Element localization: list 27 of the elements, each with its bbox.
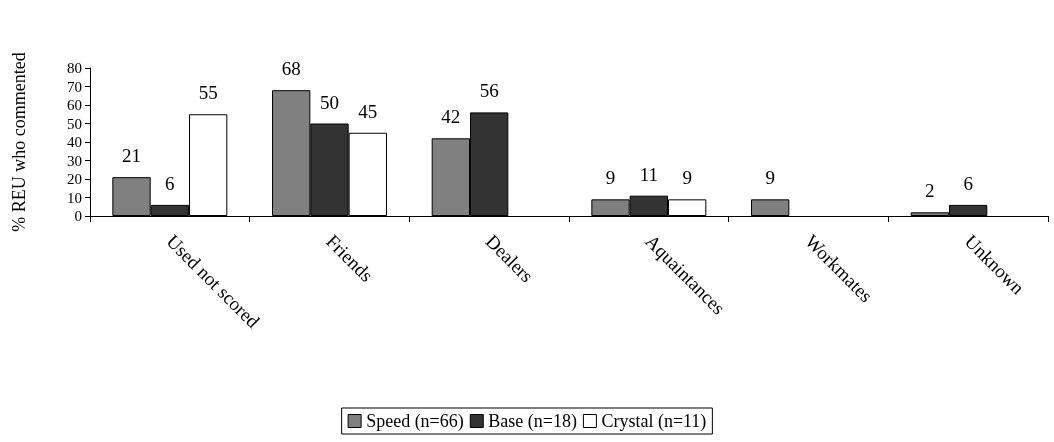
y-tick-label: 30	[67, 152, 82, 169]
y-tick-label: 0	[74, 208, 82, 224]
data-label: 9	[605, 167, 616, 189]
y-tick-label: 10	[67, 189, 82, 206]
y-tick-label: 20	[67, 171, 82, 187]
data-label: 9	[765, 167, 775, 189]
legend-label: Crystal (n=11)	[601, 411, 707, 432]
data-label: 11	[639, 163, 658, 185]
y-tick-label: 60	[67, 97, 82, 113]
data-label: 2	[925, 180, 935, 202]
data-label: 45	[358, 100, 378, 122]
data-label: 6	[963, 172, 973, 194]
y-tick-label: 40	[67, 134, 82, 150]
data-label: 55	[198, 82, 218, 104]
y-tick-label: 50	[67, 115, 82, 132]
data-label: 6	[165, 172, 175, 194]
legend-label: Base (n=18)	[488, 411, 577, 432]
y-axis-title: % REU who commented	[9, 52, 29, 232]
y-tick-label: 80	[67, 60, 82, 76]
data-label: 21	[122, 145, 142, 167]
data-label: 42	[441, 106, 461, 128]
legend-label: Speed (n=66)	[366, 411, 464, 432]
data-label: 68	[281, 58, 301, 80]
data-label: 50	[320, 91, 339, 113]
data-label: 9	[682, 167, 692, 189]
y-tick-label: 70	[67, 78, 82, 95]
data-label: 56	[479, 80, 499, 102]
